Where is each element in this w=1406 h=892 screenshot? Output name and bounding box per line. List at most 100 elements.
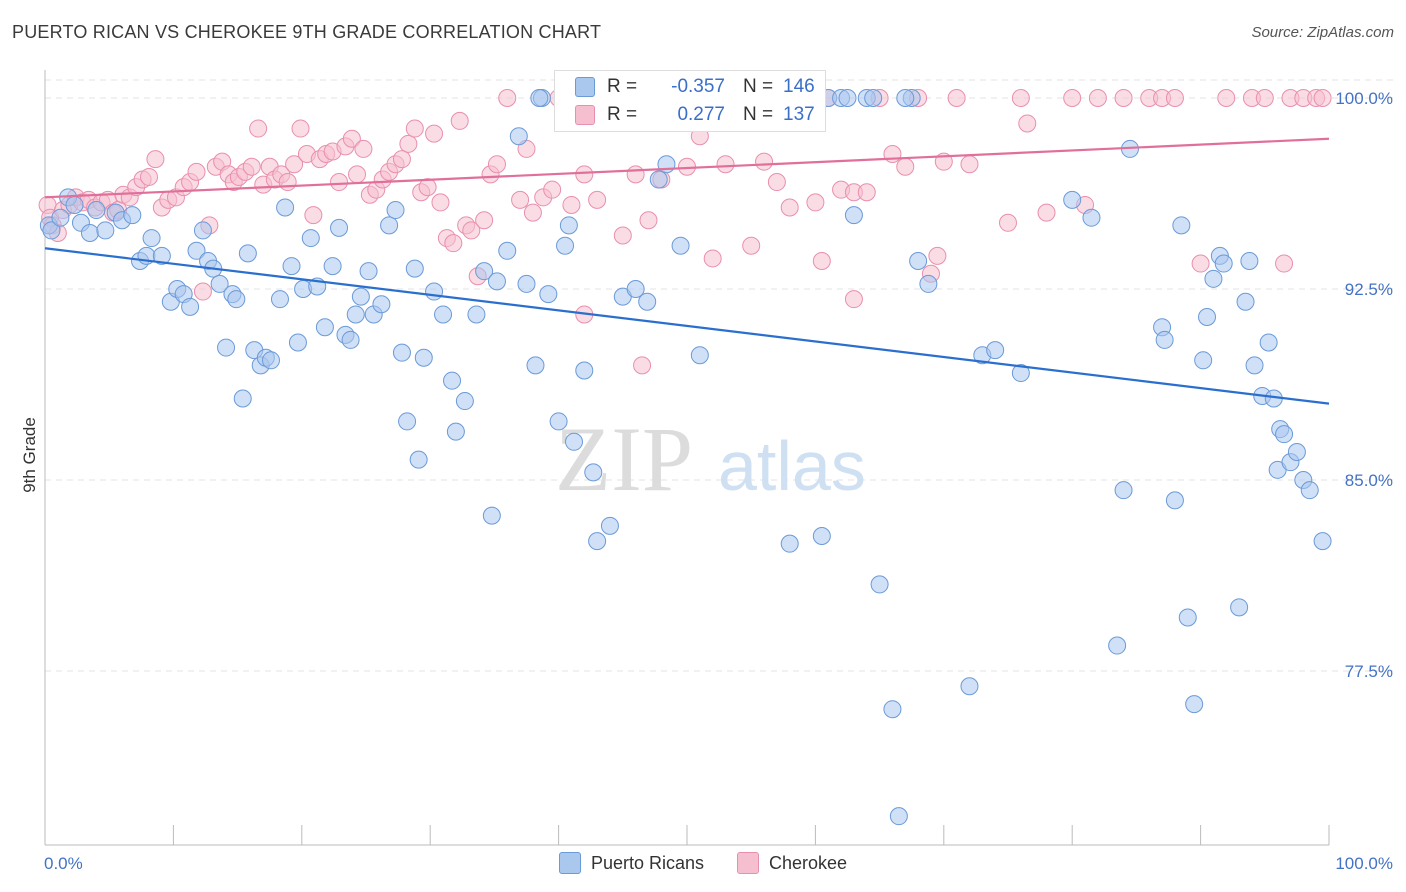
puerto-rican-point	[530, 89, 549, 107]
cherokee-point	[187, 162, 206, 181]
puerto-rican-point	[539, 285, 558, 304]
cherokee-point	[1165, 89, 1184, 107]
watermark-zip: ZIP	[555, 408, 693, 510]
cherokee-point	[613, 226, 632, 245]
puerto-rican-point	[889, 807, 908, 826]
legend-swatch-puerto-ricans	[558, 852, 581, 874]
cherokee-point	[1313, 89, 1332, 107]
puerto-rican-point	[351, 287, 370, 306]
cherokee-point	[812, 251, 831, 270]
cherokee-point	[498, 89, 517, 107]
puerto-rican-point	[1214, 254, 1233, 273]
cherokee-point	[278, 173, 297, 192]
puerto-rican-point	[584, 463, 603, 482]
cherokee-point	[1018, 114, 1037, 133]
cherokee-point	[1088, 89, 1107, 107]
puerto-rican-point	[919, 274, 938, 293]
cherokee-point	[242, 157, 261, 176]
puerto-rican-point	[425, 282, 444, 301]
puerto-rican-point	[142, 229, 161, 248]
cherokee-point	[354, 139, 373, 158]
stats-row-cherokee: R = 0.277 N = 137	[575, 101, 815, 129]
puerto-rican-point	[42, 221, 61, 240]
cherokee-point	[844, 290, 863, 309]
cherokee-point	[444, 234, 463, 253]
cherokee-point	[1063, 89, 1082, 107]
puerto-rican-point	[559, 216, 578, 235]
puerto-rican-point	[51, 208, 70, 227]
cherokee-point	[431, 193, 450, 212]
puerto-rican-point	[261, 351, 280, 370]
puerto-rican-point	[187, 241, 206, 260]
puerto-rican-point	[475, 262, 494, 281]
cherokee-point	[193, 282, 212, 301]
legend-item-cherokee: Cherokee	[737, 852, 847, 874]
n-label: N =	[743, 76, 774, 97]
cherokee-point	[392, 150, 411, 169]
cherokee-point	[425, 124, 444, 143]
puerto-rican-point	[1114, 481, 1133, 500]
puerto-rican-point	[883, 700, 902, 719]
r-label: R =	[607, 104, 638, 125]
puerto-rican-point	[1275, 425, 1294, 444]
cherokee-point	[767, 173, 786, 192]
cherokee-point	[249, 119, 268, 138]
x-tick-label: 100.0%	[1335, 854, 1393, 873]
cherokee-point	[342, 129, 361, 148]
puerto-rican-point	[323, 257, 342, 276]
puerto-rican-point	[1178, 608, 1197, 627]
puerto-rican-point	[812, 527, 831, 546]
puerto-rican-point	[1198, 308, 1217, 327]
cherokee-point	[896, 157, 915, 176]
puerto-rican-point	[1259, 333, 1278, 352]
puerto-rican-point	[301, 229, 320, 248]
puerto-rican-point	[1172, 216, 1191, 235]
puerto-rican-point	[372, 295, 391, 314]
r-label: R =	[607, 76, 638, 97]
puerto-rican-point	[1240, 251, 1259, 270]
cherokee-point	[780, 198, 799, 217]
cherokee-point	[755, 152, 774, 171]
cherokee-point	[703, 249, 722, 268]
puerto-rican-point	[1230, 598, 1249, 617]
cherokee-point	[146, 150, 165, 169]
chart-legend: Puerto Ricans Cherokee	[0, 852, 1406, 879]
puerto-rican-point	[341, 330, 360, 349]
puerto-rican-point	[1287, 442, 1306, 461]
cherokee-point	[304, 206, 323, 225]
puerto-rican-point	[690, 346, 709, 365]
puerto-rican-point	[838, 89, 857, 107]
puerto-rican-point	[405, 259, 424, 278]
puerto-rican-point	[181, 297, 200, 316]
y-tick-label: 77.5%	[1345, 662, 1393, 681]
cherokee-point	[626, 165, 645, 184]
y-tick-label: 85.0%	[1345, 471, 1393, 490]
cherokee-point	[475, 211, 494, 230]
puerto-rican-point	[1245, 356, 1264, 375]
puerto-rican-point	[65, 195, 84, 214]
puerto-rican-point	[123, 206, 142, 225]
cherokee-point	[947, 89, 966, 107]
chart-title: PUERTO RICAN VS CHEROKEE 9TH GRADE CORRE…	[12, 22, 602, 42]
cherokee-point	[140, 167, 159, 186]
cherokee-point	[1191, 254, 1210, 273]
puerto-rican-point	[467, 305, 486, 324]
cherokee-point	[543, 180, 562, 199]
cherokee-point	[562, 195, 581, 214]
cherokee-point	[633, 356, 652, 375]
cherokee-point	[742, 236, 761, 255]
stats-row-puerto-ricans: R = -0.357 N = 146	[575, 73, 815, 101]
puerto-rican-point	[864, 89, 883, 107]
puerto-rican-point	[1185, 695, 1204, 714]
puerto-rican-point	[526, 356, 545, 375]
puerto-rican-point	[392, 343, 411, 362]
puerto-rican-point	[346, 305, 365, 324]
puerto-rican-point	[227, 290, 246, 309]
cherokee-point	[1037, 203, 1056, 222]
puerto-ricans-swatch	[575, 77, 595, 97]
cherokee-point	[330, 173, 349, 192]
puerto-rican-point	[238, 244, 257, 263]
puerto-rican-point	[1011, 364, 1030, 383]
puerto-rican-point	[517, 274, 536, 293]
